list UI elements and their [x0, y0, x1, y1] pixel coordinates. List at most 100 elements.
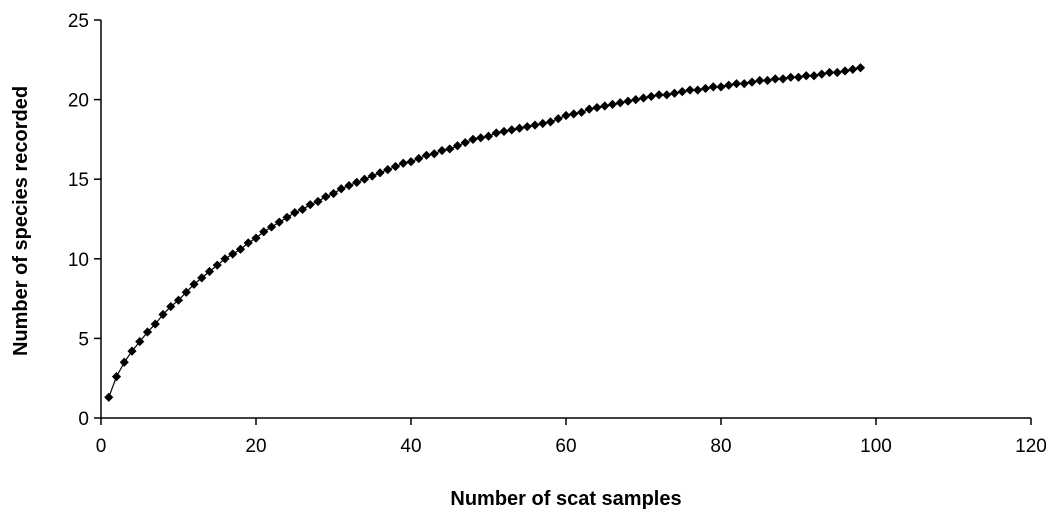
data-point: [336, 184, 346, 194]
data-point: [235, 244, 246, 254]
data-point: [321, 192, 331, 202]
data-point: [390, 161, 401, 172]
data-point: [685, 85, 695, 95]
data-point: [654, 90, 664, 100]
data-point: [801, 71, 811, 81]
data-point: [669, 88, 680, 98]
data-point: [631, 95, 641, 105]
data-point: [429, 149, 439, 159]
data-point: [832, 67, 842, 78]
data-point: [406, 157, 416, 167]
data-point: [297, 204, 308, 215]
data-point: [344, 180, 354, 191]
data-point: [576, 107, 587, 117]
data-point: [119, 357, 129, 367]
data-point: [638, 93, 649, 103]
data-point: [747, 77, 757, 87]
data-point: [716, 82, 726, 92]
y-tick-label: 20: [68, 91, 89, 112]
data-point: [762, 75, 773, 86]
data-point: [166, 301, 176, 312]
data-point: [266, 222, 277, 232]
data-point: [181, 287, 191, 297]
data-point: [212, 260, 222, 270]
data-point: [142, 327, 153, 337]
data-point: [352, 177, 362, 187]
data-point: [468, 134, 478, 144]
data-point: [135, 336, 145, 347]
data-point: [421, 150, 432, 160]
data-point: [383, 165, 393, 175]
y-tick-label: 0: [78, 409, 89, 430]
data-point: [700, 83, 711, 94]
data-point: [615, 98, 625, 108]
data-point: [259, 227, 269, 237]
data-point: [104, 392, 114, 402]
x-tick-label: 100: [860, 436, 892, 457]
data-point: [662, 90, 672, 100]
data-point: [584, 104, 594, 114]
data-point: [282, 212, 292, 223]
data-point: [305, 200, 315, 210]
data-point: [367, 171, 377, 181]
data-point: [452, 141, 463, 151]
data-point: [817, 69, 827, 79]
data-point: [855, 63, 866, 73]
data-point: [204, 266, 215, 277]
x-tick-label: 120: [1015, 436, 1047, 457]
data-point: [483, 131, 494, 141]
data-point: [848, 64, 858, 74]
data-point: [755, 75, 765, 86]
data-point: [189, 279, 199, 289]
data-point: [646, 91, 656, 102]
data-point: [228, 249, 238, 259]
x-tick-label: 0: [96, 436, 107, 457]
data-point: [731, 79, 742, 89]
x-tick-label: 40: [400, 436, 421, 457]
data-point: [600, 101, 610, 111]
data-point: [770, 74, 780, 84]
data-point: [150, 319, 160, 329]
data-point: [359, 174, 370, 184]
data-point: [522, 122, 532, 132]
data-point: [724, 80, 734, 90]
y-axis: 0 5 10 15 20 25: [68, 11, 102, 430]
data-point: [592, 102, 602, 113]
data-point: [623, 96, 633, 106]
x-tick-label: 80: [710, 436, 731, 457]
data-point: [491, 128, 501, 138]
data-point: [786, 72, 796, 82]
data-point: [460, 137, 470, 148]
y-tick-label: 5: [78, 329, 89, 350]
data-point: [778, 74, 788, 84]
data-point: [173, 295, 184, 305]
data-point: [197, 273, 207, 283]
data-point: [793, 72, 804, 82]
data-point: [251, 233, 261, 243]
data-point: [220, 254, 230, 264]
data-point: [530, 120, 540, 130]
data-point: [243, 238, 253, 248]
y-tick-label: 10: [68, 250, 89, 271]
data-point: [290, 208, 300, 218]
series-line: [104, 63, 866, 402]
data-point: [445, 144, 455, 154]
data-point: [328, 188, 339, 199]
data-point: [507, 125, 517, 135]
y-tick-label: 25: [68, 11, 89, 32]
data-point: [569, 109, 579, 119]
data-point: [538, 118, 548, 129]
data-point: [127, 346, 137, 356]
y-tick-label: 15: [68, 170, 89, 191]
data-point: [111, 372, 122, 382]
data-point: [607, 99, 618, 109]
data-point: [708, 82, 718, 92]
data-point: [809, 71, 819, 81]
x-axis: 0 20 40 60 80 100 120: [96, 417, 1047, 457]
data-point: [693, 85, 703, 95]
data-point: [677, 87, 687, 97]
data-point: [398, 158, 408, 168]
y-axis-title: Number of species recorded: [10, 86, 32, 356]
data-point: [824, 67, 835, 78]
